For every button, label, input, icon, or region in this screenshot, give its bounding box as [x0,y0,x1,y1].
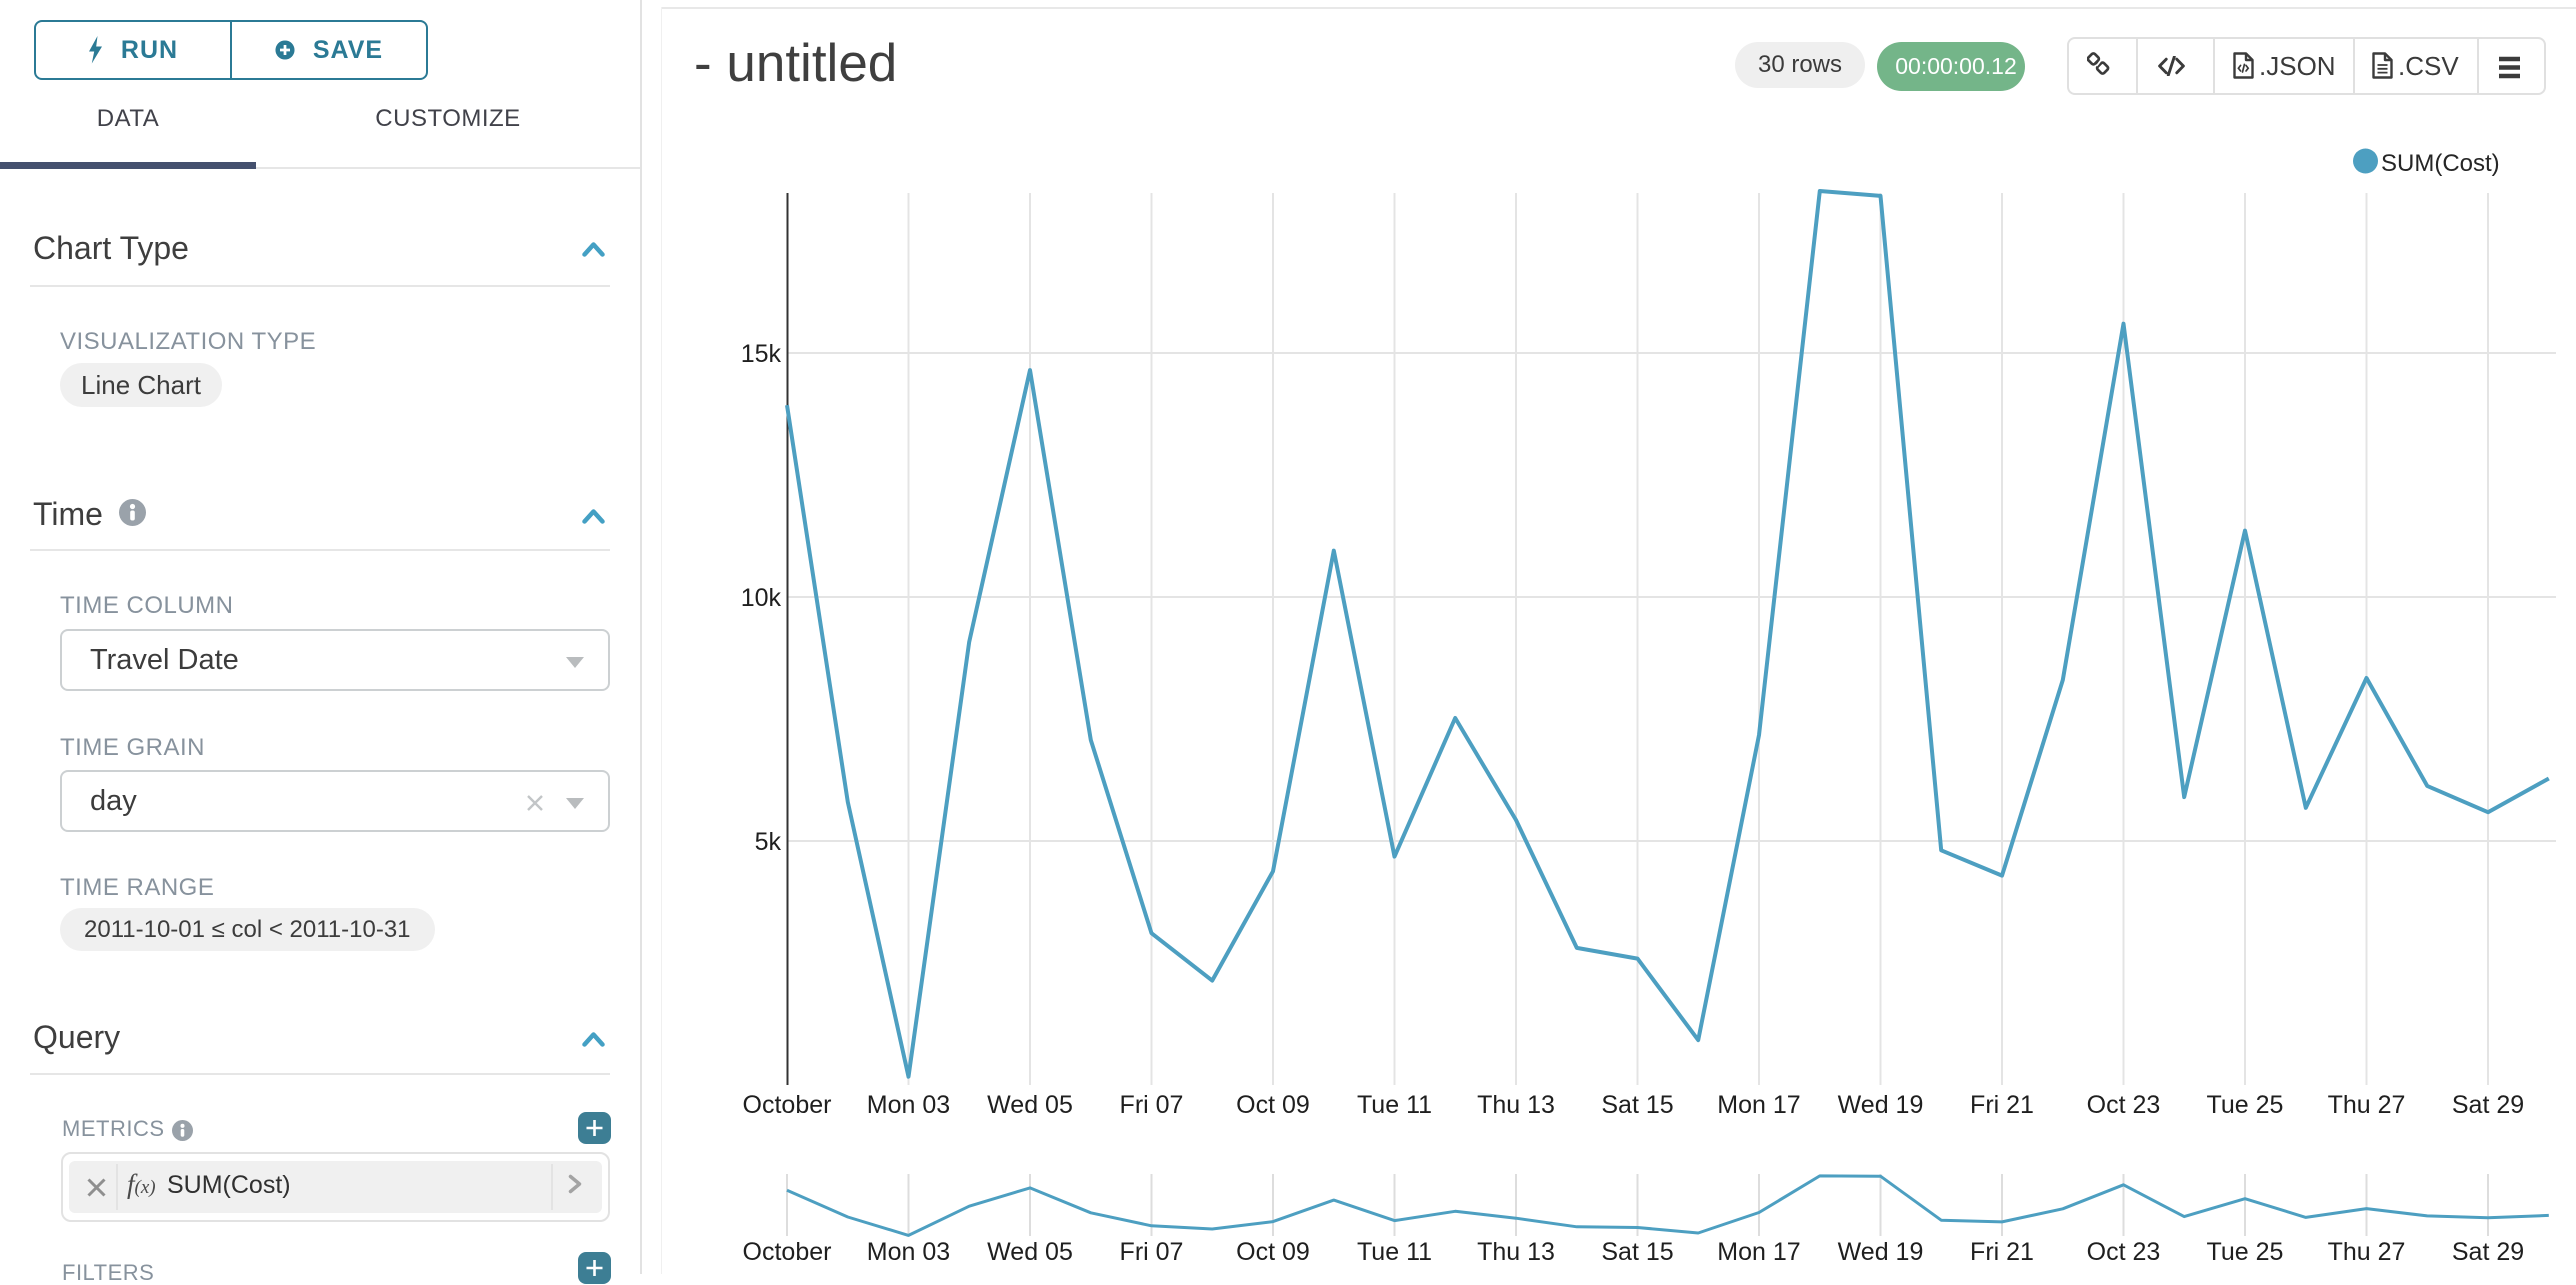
svg-text:Mon 17: Mon 17 [1717,1238,1800,1266]
svg-text:5k: 5k [755,828,782,856]
svg-text:Wed 05: Wed 05 [987,1238,1073,1266]
svg-text:Sat 29: Sat 29 [2452,1238,2524,1266]
svg-text:10k: 10k [741,584,782,612]
svg-text:Wed 05: Wed 05 [987,1091,1073,1119]
svg-text:Thu 27: Thu 27 [2328,1091,2406,1119]
svg-text:Fri 07: Fri 07 [1120,1091,1184,1119]
svg-text:Thu 13: Thu 13 [1477,1091,1555,1119]
svg-text:Wed 19: Wed 19 [1838,1238,1924,1266]
svg-text:Fri 07: Fri 07 [1120,1238,1184,1266]
svg-text:Oct 09: Oct 09 [1236,1091,1310,1119]
svg-text:Mon 03: Mon 03 [867,1091,950,1119]
svg-text:Mon 17: Mon 17 [1717,1091,1800,1119]
svg-text:October: October [743,1091,832,1119]
svg-text:Mon 03: Mon 03 [867,1238,950,1266]
svg-text:October: October [743,1238,832,1266]
svg-text:Tue 11: Tue 11 [1357,1238,1432,1266]
svg-text:Thu 13: Thu 13 [1477,1238,1555,1266]
svg-text:15k: 15k [741,340,782,368]
svg-text:Tue 25: Tue 25 [2207,1238,2284,1266]
svg-text:Oct 23: Oct 23 [2087,1238,2161,1266]
svg-text:Wed 19: Wed 19 [1838,1091,1924,1119]
svg-text:Sat 29: Sat 29 [2452,1091,2524,1119]
svg-text:Tue 25: Tue 25 [2207,1091,2284,1119]
svg-text:Oct 09: Oct 09 [1236,1238,1310,1266]
svg-text:Fri 21: Fri 21 [1970,1091,2034,1119]
svg-text:Oct 23: Oct 23 [2087,1091,2161,1119]
svg-text:Sat 15: Sat 15 [1601,1238,1673,1266]
svg-text:SUM(Cost): SUM(Cost) [2381,150,2500,177]
svg-text:Fri 21: Fri 21 [1970,1238,2034,1266]
svg-text:Tue 11: Tue 11 [1357,1091,1432,1119]
svg-text:Thu 27: Thu 27 [2328,1238,2406,1266]
svg-text:Sat 15: Sat 15 [1601,1091,1673,1119]
